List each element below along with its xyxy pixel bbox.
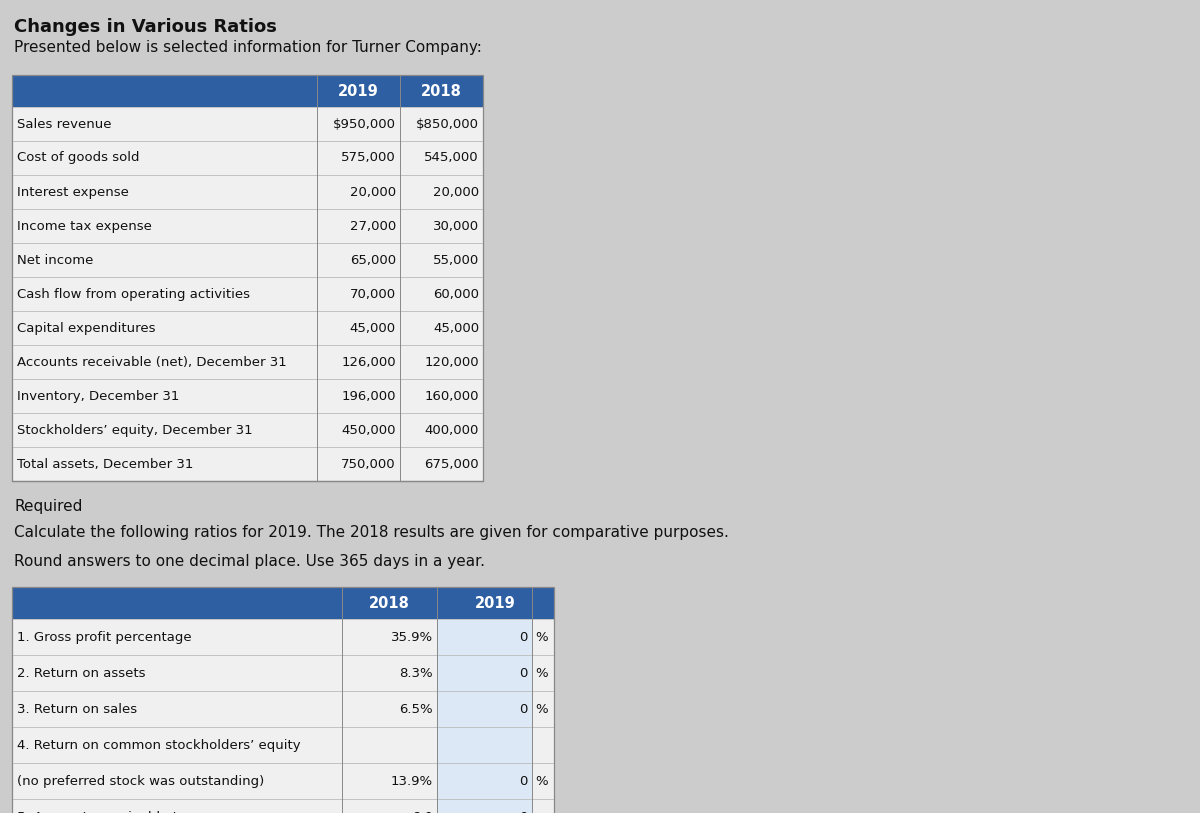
Bar	[12, 345, 482, 379]
Text: 1. Gross profit percentage: 1. Gross profit percentage	[17, 631, 192, 644]
Text: 35.9%: 35.9%	[391, 631, 433, 644]
Text: Total assets, December 31: Total assets, December 31	[17, 458, 193, 471]
Bar	[12, 447, 482, 481]
Text: 4. Return on common stockholders’ equity: 4. Return on common stockholders’ equity	[17, 738, 301, 751]
Bar	[437, 763, 532, 799]
Text: 2018: 2018	[421, 84, 462, 98]
Text: 55,000: 55,000	[433, 254, 479, 267]
Bar	[12, 587, 554, 619]
Text: 0: 0	[520, 631, 528, 644]
Text: %: %	[535, 667, 547, 680]
Bar	[437, 619, 532, 655]
Text: 126,000: 126,000	[341, 355, 396, 368]
Text: $850,000: $850,000	[416, 118, 479, 131]
Text: 545,000: 545,000	[425, 151, 479, 164]
Text: 675,000: 675,000	[425, 458, 479, 471]
Text: 13.9%: 13.9%	[391, 775, 433, 788]
Bar	[12, 619, 437, 655]
Bar	[532, 655, 554, 691]
Text: Stockholders’ equity, December 31: Stockholders’ equity, December 31	[17, 424, 253, 437]
Bar	[532, 763, 554, 799]
Bar	[437, 691, 532, 727]
Text: 120,000: 120,000	[425, 355, 479, 368]
Bar	[437, 727, 532, 763]
Bar	[12, 75, 482, 481]
Bar	[12, 691, 437, 727]
Bar	[12, 413, 482, 447]
Text: $950,000: $950,000	[334, 118, 396, 131]
Bar	[437, 799, 532, 813]
Text: 3. Return on sales: 3. Return on sales	[17, 702, 137, 715]
Text: 8.3%: 8.3%	[400, 667, 433, 680]
Text: 20,000: 20,000	[433, 185, 479, 198]
Bar	[532, 619, 554, 655]
Bar	[12, 277, 482, 311]
Text: Calculate the following ratios for 2019. The 2018 results are given for comparat: Calculate the following ratios for 2019.…	[14, 525, 728, 540]
Text: 0: 0	[520, 811, 528, 813]
Bar	[532, 799, 554, 813]
Text: 0: 0	[520, 702, 528, 715]
Text: Presented below is selected information for Turner Company:: Presented below is selected information …	[14, 40, 482, 55]
Bar	[437, 655, 532, 691]
Text: 160,000: 160,000	[425, 389, 479, 402]
Text: 2018: 2018	[370, 595, 410, 611]
Bar	[12, 141, 482, 175]
Bar	[12, 379, 482, 413]
Bar	[12, 243, 482, 277]
Text: 2019: 2019	[338, 84, 379, 98]
Text: 6.5%: 6.5%	[400, 702, 433, 715]
Text: Cash flow from operating activities: Cash flow from operating activities	[17, 288, 250, 301]
Text: 30,000: 30,000	[433, 220, 479, 233]
Bar	[12, 799, 437, 813]
Text: Sales revenue: Sales revenue	[17, 118, 112, 131]
Text: 20,000: 20,000	[350, 185, 396, 198]
Text: Net income: Net income	[17, 254, 94, 267]
Text: 2019: 2019	[475, 595, 516, 611]
Text: 60,000: 60,000	[433, 288, 479, 301]
Text: 575,000: 575,000	[341, 151, 396, 164]
Text: 27,000: 27,000	[349, 220, 396, 233]
Bar	[532, 691, 554, 727]
Text: Accounts receivable (net), December 31: Accounts receivable (net), December 31	[17, 355, 287, 368]
Text: 196,000: 196,000	[342, 389, 396, 402]
Text: %: %	[535, 702, 547, 715]
Text: Capital expenditures: Capital expenditures	[17, 321, 156, 334]
Text: Cost of goods sold: Cost of goods sold	[17, 151, 139, 164]
Text: 8.0: 8.0	[412, 811, 433, 813]
Bar	[12, 75, 482, 107]
Text: 400,000: 400,000	[425, 424, 479, 437]
Text: Inventory, December 31: Inventory, December 31	[17, 389, 179, 402]
Text: 0: 0	[520, 667, 528, 680]
Text: 70,000: 70,000	[350, 288, 396, 301]
Bar	[12, 727, 437, 763]
Bar	[12, 587, 554, 813]
Text: Interest expense: Interest expense	[17, 185, 128, 198]
Bar	[12, 175, 482, 209]
Bar	[12, 209, 482, 243]
Text: (no preferred stock was outstanding): (no preferred stock was outstanding)	[17, 775, 264, 788]
Bar	[12, 655, 437, 691]
Bar	[12, 763, 437, 799]
Text: 0: 0	[520, 775, 528, 788]
Bar	[12, 311, 482, 345]
Text: 45,000: 45,000	[350, 321, 396, 334]
Text: 750,000: 750,000	[341, 458, 396, 471]
Text: 2. Return on assets: 2. Return on assets	[17, 667, 145, 680]
Bar	[532, 727, 554, 763]
Text: %: %	[535, 775, 547, 788]
Text: Changes in Various Ratios: Changes in Various Ratios	[14, 18, 277, 36]
Text: 450,000: 450,000	[342, 424, 396, 437]
Text: %: %	[535, 631, 547, 644]
Text: 45,000: 45,000	[433, 321, 479, 334]
Text: Round answers to one decimal place. Use 365 days in a year.: Round answers to one decimal place. Use …	[14, 554, 485, 569]
Bar	[12, 107, 482, 141]
Text: Income tax expense: Income tax expense	[17, 220, 152, 233]
Text: 5. Accounts receivable turnover: 5. Accounts receivable turnover	[17, 811, 230, 813]
Text: 65,000: 65,000	[350, 254, 396, 267]
Text: Required: Required	[14, 499, 83, 514]
